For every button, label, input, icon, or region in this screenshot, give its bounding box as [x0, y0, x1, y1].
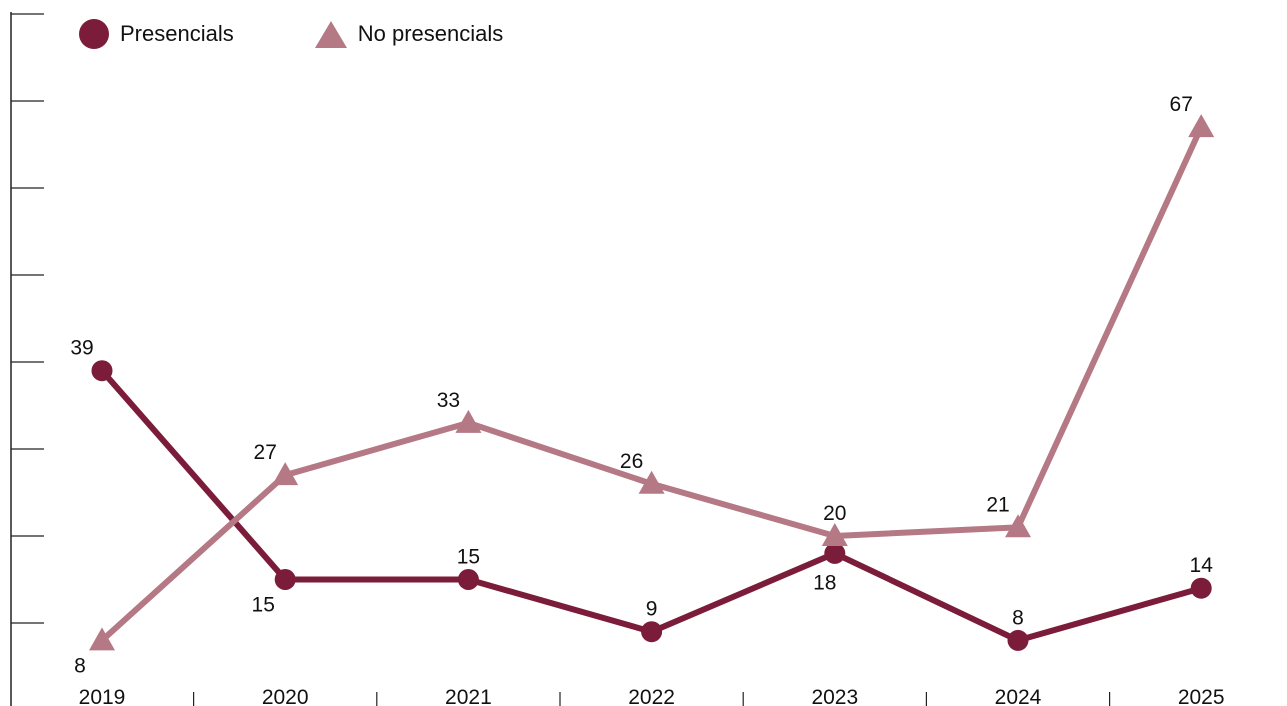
legend-item-no-presencials: No presencials — [314, 19, 504, 49]
data-point-no-presencials — [455, 409, 482, 433]
data-label-no-presencials: 20 — [823, 502, 846, 525]
data-point-presencials — [824, 542, 846, 564]
data-point-presencials — [274, 569, 296, 590]
data-point-presencials — [1007, 629, 1029, 651]
data-label-no-presencials: 26 — [620, 450, 643, 473]
legend-label-no-presencials: No presencials — [357, 21, 504, 46]
legend-item-presencials: Presencials — [78, 18, 234, 50]
x-tick-label: 2022 — [628, 686, 675, 706]
x-tick-label: 2019 — [79, 686, 126, 706]
data-point-no-presencials — [1005, 514, 1031, 538]
data-point-no-presencials — [821, 523, 848, 546]
x-tick-label: 2025 — [1178, 686, 1225, 706]
data-point-presencials — [457, 569, 479, 590]
data-label-no-presencials: 33 — [437, 389, 460, 412]
data-point-no-presencials — [272, 462, 299, 486]
data-label-no-presencials: 27 — [254, 441, 277, 464]
x-tick-label: 2020 — [262, 686, 309, 706]
series-line-no-presencials — [99, 124, 1205, 644]
data-label-presencials: 39 — [70, 337, 93, 360]
data-label-no-presencials: 21 — [986, 493, 1009, 516]
data-label-presencials: 15 — [252, 594, 275, 617]
data-label-presencials: 18 — [813, 571, 836, 594]
x-tick-label: 2021 — [445, 686, 492, 706]
data-point-presencials — [91, 360, 113, 382]
data-point-no-presencials — [1188, 114, 1215, 138]
data-label-no-presencials: 8 — [74, 654, 86, 677]
data-label-no-presencials: 67 — [1170, 93, 1193, 116]
data-point-no-presencials — [638, 470, 665, 494]
circle-marker-icon — [79, 19, 109, 49]
x-tick-label: 2024 — [995, 686, 1042, 706]
data-label-presencials: 9 — [646, 598, 658, 621]
data-point-presencials — [1190, 577, 1212, 599]
x-tick-label: 2023 — [811, 686, 858, 706]
data-label-presencials: 14 — [1190, 554, 1214, 577]
triangle-marker-icon — [314, 21, 347, 48]
legend: Presencials No presencials — [78, 18, 583, 50]
legend-label-presencials: Presencials — [120, 21, 234, 46]
data-point-presencials — [641, 621, 663, 643]
data-label-presencials: 15 — [457, 546, 480, 569]
data-label-presencials: 8 — [1012, 606, 1024, 629]
data-point-no-presencials — [89, 627, 115, 651]
